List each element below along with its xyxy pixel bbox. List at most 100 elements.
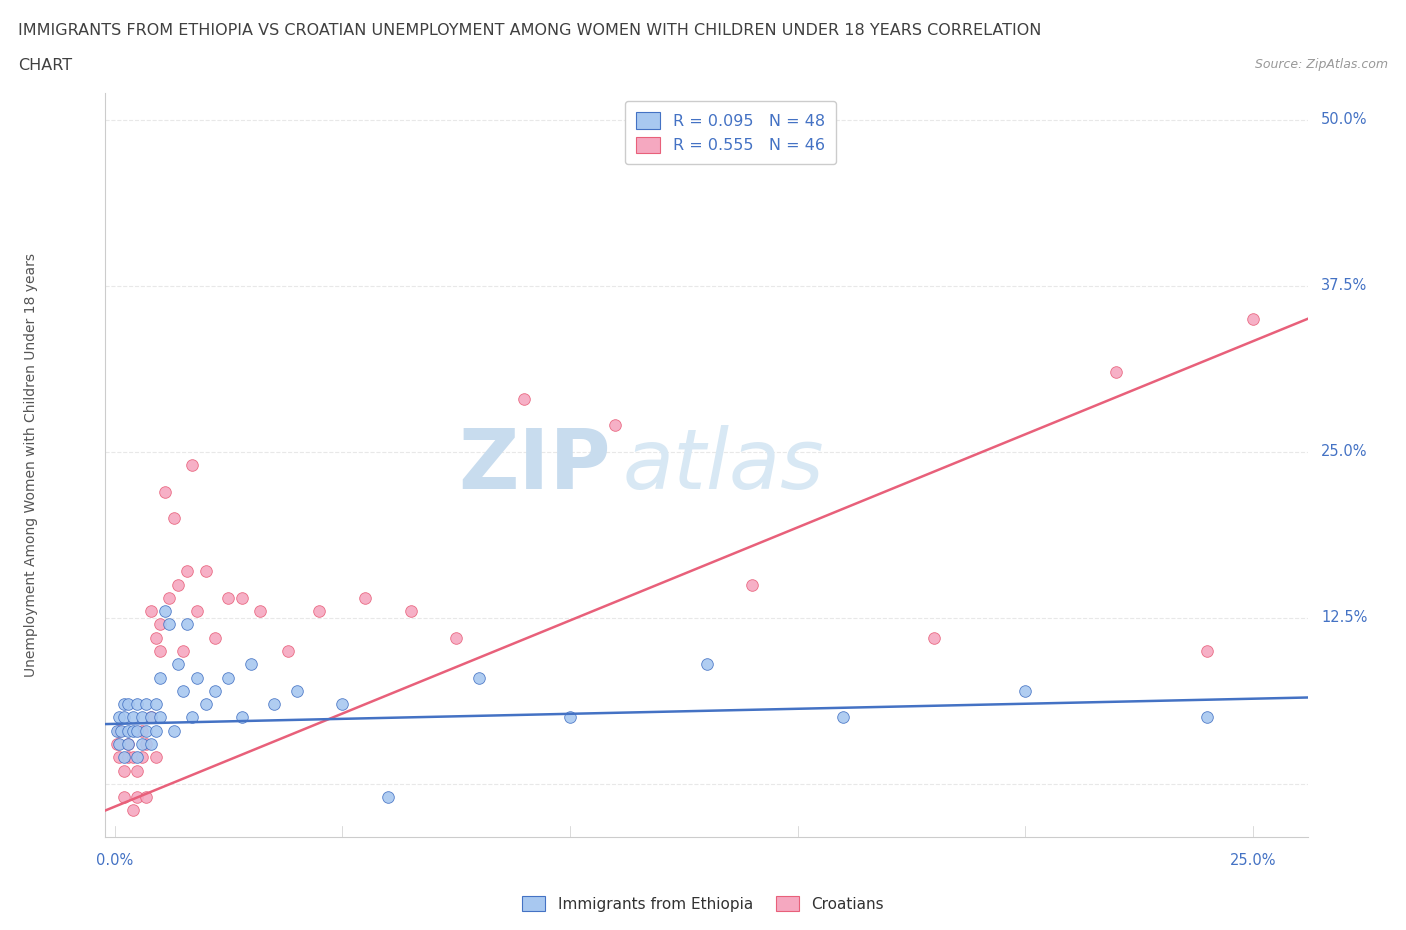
Point: [117, 724, 139, 738]
Point: [468, 671, 491, 685]
Point: [163, 724, 186, 738]
Point: [105, 724, 128, 738]
Point: [127, 790, 149, 804]
Point: [108, 710, 131, 724]
Point: [1241, 312, 1264, 326]
Point: [308, 604, 330, 618]
Point: [145, 697, 167, 711]
Point: [231, 591, 253, 605]
Point: [145, 724, 167, 738]
Point: [240, 657, 263, 671]
Point: [135, 724, 157, 738]
Point: [330, 697, 353, 711]
Point: [139, 737, 162, 751]
Point: [513, 392, 536, 406]
Point: [153, 485, 176, 499]
Point: [112, 697, 135, 711]
Point: [157, 591, 180, 605]
Point: [127, 750, 149, 764]
Point: [172, 644, 194, 658]
Point: [139, 604, 162, 618]
Point: [112, 764, 135, 778]
Point: [217, 591, 239, 605]
Point: [149, 671, 172, 685]
Point: [832, 710, 855, 724]
Point: [121, 750, 143, 764]
Point: [354, 591, 377, 605]
Point: [135, 697, 157, 711]
Point: [110, 724, 132, 738]
Text: IMMIGRANTS FROM ETHIOPIA VS CROATIAN UNEMPLOYMENT AMONG WOMEN WITH CHILDREN UNDE: IMMIGRANTS FROM ETHIOPIA VS CROATIAN UNE…: [18, 23, 1042, 38]
Point: [131, 724, 153, 738]
Point: [399, 604, 422, 618]
Point: [194, 697, 217, 711]
Legend: R = 0.095   N = 48, R = 0.555   N = 46: R = 0.095 N = 48, R = 0.555 N = 46: [624, 101, 837, 165]
Point: [181, 458, 204, 472]
Point: [186, 671, 208, 685]
Point: [139, 710, 162, 724]
Point: [131, 737, 153, 751]
Point: [176, 617, 198, 631]
Point: [922, 631, 945, 645]
Point: [695, 657, 717, 671]
Point: [121, 724, 143, 738]
Point: [1197, 710, 1219, 724]
Point: [157, 617, 180, 631]
Text: ZIP: ZIP: [458, 424, 610, 506]
Point: [186, 604, 208, 618]
Point: [1105, 365, 1128, 379]
Point: [131, 750, 153, 764]
Text: CHART: CHART: [18, 58, 72, 73]
Point: [277, 644, 299, 658]
Point: [108, 737, 131, 751]
Text: atlas: atlas: [623, 424, 824, 506]
Point: [108, 750, 131, 764]
Point: [153, 604, 176, 618]
Point: [163, 511, 186, 525]
Point: [117, 697, 139, 711]
Point: [249, 604, 271, 618]
Point: [285, 684, 308, 698]
Text: Unemployment Among Women with Children Under 18 years: Unemployment Among Women with Children U…: [24, 253, 38, 677]
Point: [149, 644, 172, 658]
Point: [117, 737, 139, 751]
Point: [204, 684, 226, 698]
Point: [121, 710, 143, 724]
Point: [117, 750, 139, 764]
Text: 12.5%: 12.5%: [1322, 610, 1368, 625]
Text: Source: ZipAtlas.com: Source: ZipAtlas.com: [1254, 58, 1388, 71]
Point: [231, 710, 253, 724]
Point: [139, 710, 162, 724]
Point: [172, 684, 194, 698]
Point: [131, 710, 153, 724]
Point: [263, 697, 285, 711]
Text: 25.0%: 25.0%: [1322, 445, 1368, 459]
Point: [135, 790, 157, 804]
Point: [112, 710, 135, 724]
Text: 25.0%: 25.0%: [1230, 853, 1277, 868]
Point: [117, 737, 139, 751]
Point: [127, 724, 149, 738]
Point: [149, 617, 172, 631]
Point: [605, 418, 627, 432]
Point: [112, 750, 135, 764]
Point: [176, 564, 198, 578]
Point: [194, 564, 217, 578]
Point: [167, 657, 190, 671]
Point: [181, 710, 204, 724]
Point: [105, 737, 128, 751]
Point: [217, 671, 239, 685]
Point: [127, 697, 149, 711]
Point: [135, 737, 157, 751]
Point: [112, 790, 135, 804]
Point: [145, 631, 167, 645]
Point: [145, 750, 167, 764]
Point: [149, 710, 172, 724]
Point: [1014, 684, 1036, 698]
Point: [377, 790, 399, 804]
Point: [741, 578, 763, 592]
Text: 37.5%: 37.5%: [1322, 278, 1368, 293]
Point: [558, 710, 581, 724]
Point: [1197, 644, 1219, 658]
Point: [167, 578, 190, 592]
